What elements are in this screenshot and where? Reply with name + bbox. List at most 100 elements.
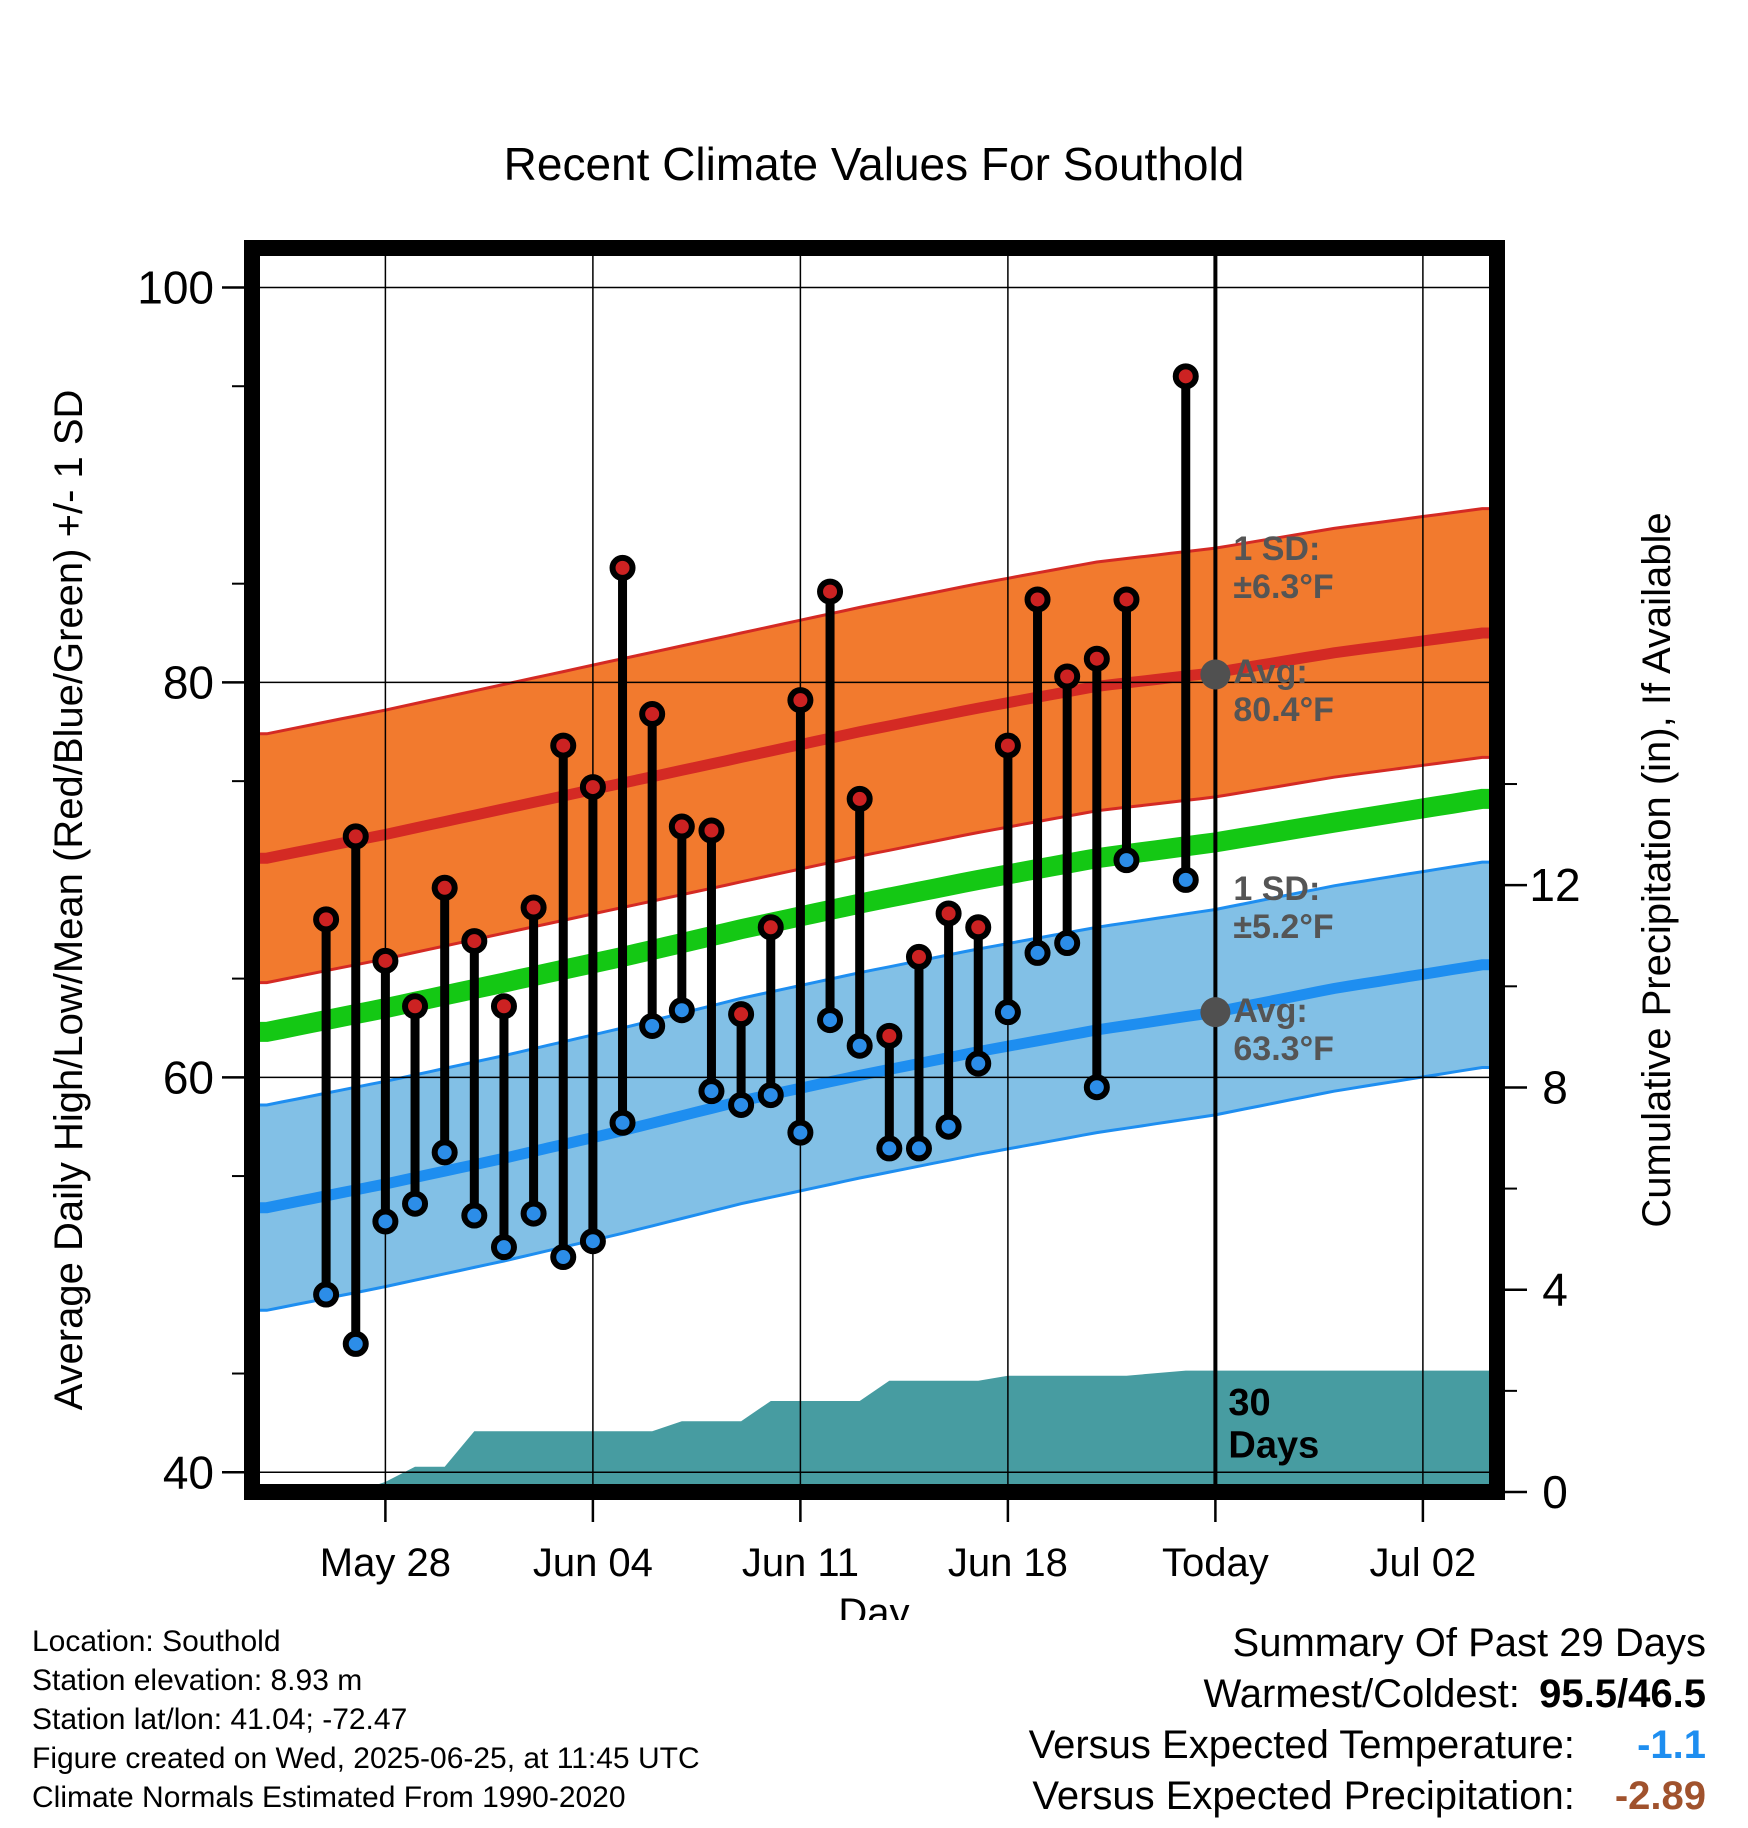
precip-departure-label: Versus Expected Precipitation: <box>1032 1774 1575 1818</box>
daily-high-point <box>905 943 932 970</box>
daily-high-point <box>1024 586 1051 613</box>
daily-high-point <box>1083 645 1110 672</box>
summary-title: Summary Of Past 29 Days <box>1232 1621 1706 1665</box>
y-right-tick-label: 8 <box>1542 1061 1568 1113</box>
high-sd-lower-edge <box>252 755 1497 985</box>
high-avg-annotation: Avg: 80.4°F <box>1233 653 1334 729</box>
daily-high-point <box>609 554 636 581</box>
daily-low-point <box>935 1113 962 1140</box>
low-avg-annotation: Avg: 63.3°F <box>1233 992 1334 1068</box>
normal-high-line <box>252 627 1497 864</box>
daily-low-point <box>728 1091 755 1118</box>
daily-high-point <box>1113 586 1140 613</box>
low-sd-lower-edge <box>252 1066 1497 1312</box>
daily-high-point <box>698 817 725 844</box>
daily-low-point <box>490 1234 517 1261</box>
low-sd-annotation-line: 1 SD: <box>1233 870 1320 908</box>
high-avg-annotation-line: 80.4°F <box>1233 691 1334 729</box>
high-sd-annotation-line: 1 SD: <box>1233 530 1320 568</box>
high-sd-annotation: 1 SD: ±6.3°F <box>1233 530 1333 606</box>
daily-low-point <box>965 1050 992 1077</box>
daily-low-point <box>550 1244 577 1271</box>
daily-high-point <box>431 874 458 901</box>
daily-low-point <box>342 1330 369 1357</box>
y-right-tick-label: 0 <box>1542 1466 1568 1518</box>
daily-low-point <box>639 1012 666 1039</box>
daily-high-point <box>1054 663 1081 690</box>
daily-high-point <box>461 928 488 955</box>
daily-low-point <box>609 1109 636 1136</box>
daily-high-point <box>817 578 844 605</box>
daily-low-point <box>905 1135 932 1162</box>
daily-high-point <box>402 993 429 1020</box>
daily-high-point <box>787 687 814 714</box>
x-tick-label: Jun 18 <box>948 1541 1068 1585</box>
y-axis-label: Average Daily High/Low/Mean (Red/Blue/Gr… <box>47 390 91 1411</box>
station-info: Location: Southold Station elevation: 8.… <box>32 1622 700 1817</box>
precip-departure-value: -2.89 <box>1614 1774 1706 1818</box>
temp-departure-label: Versus Expected Temperature: <box>1028 1723 1575 1767</box>
elevation-text: Station elevation: 8.93 m <box>32 1664 363 1697</box>
daily-high-point <box>994 732 1021 759</box>
normal-mean-line <box>252 788 1497 1042</box>
daily-high-point <box>313 906 340 933</box>
today-avg-low-marker <box>1200 997 1231 1028</box>
temp-departure-row: Versus Expected Temperature: -1.1 <box>1029 1720 1706 1771</box>
daily-low-point <box>1113 847 1140 874</box>
daily-low-point <box>1083 1074 1110 1101</box>
days-annotation-line: Days <box>1228 1425 1319 1467</box>
normal-low-line <box>252 959 1497 1214</box>
daily-high-point <box>757 914 784 941</box>
y-tick-label: 80 <box>163 656 214 708</box>
daily-high-point <box>1172 363 1199 390</box>
x-axis-label: Day <box>838 1591 909 1620</box>
daily-low-point <box>431 1139 458 1166</box>
daily-low-point <box>668 997 695 1024</box>
x-tick-label: May 28 <box>320 1541 451 1585</box>
daily-low-point <box>579 1228 606 1255</box>
daily-high-point <box>935 900 962 927</box>
daily-low-point <box>1172 866 1199 893</box>
days-annotation: 30 Days <box>1228 1382 1319 1467</box>
climate-chart: Recent Climate Values For Southold 1 SD:… <box>47 138 1679 1620</box>
created-text: Figure created on Wed, 2025-06-25, at 11… <box>32 1742 700 1775</box>
daily-low-point <box>757 1082 784 1109</box>
daily-high-point <box>728 1001 755 1028</box>
low-sd-annotation: 1 SD: ±5.2°F <box>1233 870 1333 946</box>
high-sd-upper-edge <box>252 507 1497 736</box>
daily-low-point <box>1024 939 1051 966</box>
high-sd-annotation-line: ±6.3°F <box>1233 568 1333 606</box>
location-text: Location: Southold <box>32 1625 281 1658</box>
daily-low-point <box>994 999 1021 1026</box>
daily-high-point <box>876 1022 903 1049</box>
days-annotation-line: 30 <box>1228 1382 1270 1424</box>
x-tick-label: Jul 02 <box>1370 1541 1477 1585</box>
low-sd-upper-edge <box>252 860 1497 1107</box>
daily-low-point <box>698 1078 725 1105</box>
daily-low-point <box>372 1208 399 1235</box>
daily-high-point <box>342 823 369 850</box>
daily-high-point <box>520 894 547 921</box>
daily-high-point <box>490 993 517 1020</box>
y-right-tick-label: 4 <box>1542 1264 1568 1316</box>
precip-departure-row: Versus Expected Precipitation: -2.89 <box>1029 1771 1706 1822</box>
today-avg-high-marker <box>1200 659 1231 690</box>
warm-cold-label: Warmest/Coldest: <box>1203 1672 1520 1716</box>
daily-high-point <box>846 785 873 812</box>
y-right-tick-label: 12 <box>1529 859 1580 911</box>
daily-low-point <box>520 1200 547 1227</box>
latlon-text: Station lat/lon: 41.04; -72.47 <box>32 1703 408 1736</box>
y-tick-label: 40 <box>163 1446 214 1498</box>
x-tick-label: Jun 04 <box>533 1541 653 1585</box>
warm-cold-value: 95.5/46.5 <box>1539 1672 1706 1716</box>
daily-low-point <box>846 1032 873 1059</box>
x-tick-label: Jun 11 <box>742 1541 859 1585</box>
low-avg-annotation-line: 63.3°F <box>1233 1030 1334 1068</box>
y-tick-label: 100 <box>137 261 214 313</box>
low-avg-annotation-line: Avg: <box>1233 992 1307 1030</box>
normals-text: Climate Normals Estimated From 1990-2020 <box>32 1781 626 1814</box>
summary-panel: Summary Of Past 29 Days Warmest/Coldest:… <box>1029 1618 1706 1822</box>
daily-low-point <box>876 1135 903 1162</box>
daily-low-point <box>787 1119 814 1146</box>
